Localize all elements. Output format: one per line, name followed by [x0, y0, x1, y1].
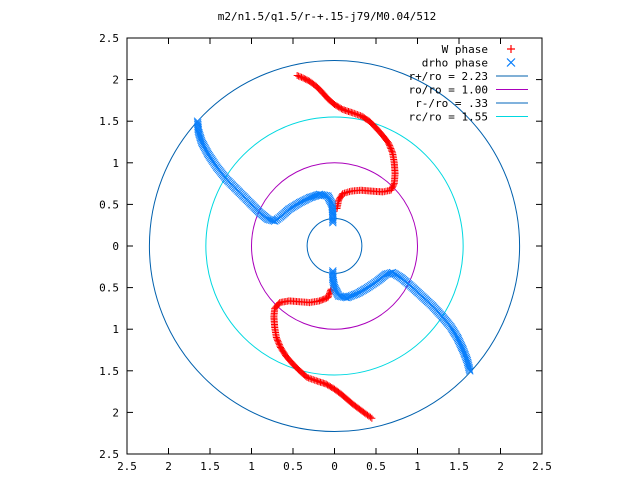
legend-label: r-/ro = .33 [415, 97, 488, 110]
x-tick-label: 2 [165, 460, 172, 473]
x-tick-label: 1 [248, 460, 255, 473]
x-tick-label: 0.5 [283, 460, 303, 473]
y-tick-label: 0.5 [99, 282, 119, 295]
x-tick-label: 2.5 [117, 460, 137, 473]
y-tick-label: 1.5 [99, 365, 119, 378]
legend-label: rc/ro = 1.55 [409, 111, 488, 124]
y-tick-label: 1.5 [99, 115, 119, 128]
legend-label: W phase [442, 43, 488, 56]
polar-phase-chart: m2/n1.5/q1.5/r-+.15-j79/M0.04/512 2.5 2 1.… [0, 0, 640, 480]
y-tick-label: 0.5 [99, 198, 119, 211]
legend-label: r+/ro = 2.23 [409, 70, 488, 83]
legend-label: ro/ro = 1.00 [409, 84, 488, 97]
y-tick-label: 1 [112, 157, 119, 170]
chart-title: m2/n1.5/q1.5/r-+.15-j79/M0.04/512 [218, 10, 437, 23]
x-tick-label: 0 [331, 460, 338, 473]
y-tick-label: 0 [112, 240, 119, 253]
y-tick-label: 2 [112, 74, 119, 87]
x-tick-label: 2 [497, 460, 504, 473]
x-tick-label: 2.5 [532, 460, 552, 473]
x-tick-label: 1 [414, 460, 421, 473]
x-tick-label: 0.5 [366, 460, 386, 473]
chart-background [0, 0, 640, 480]
y-tick-label: 2.5 [99, 448, 119, 461]
y-tick-label: 1 [112, 323, 119, 336]
x-tick-label: 1.5 [200, 460, 220, 473]
legend-label: drho phase [422, 57, 488, 70]
y-tick-label: 2.5 [99, 32, 119, 45]
y-tick-label: 2 [112, 406, 119, 419]
x-tick-label: 1.5 [449, 460, 469, 473]
